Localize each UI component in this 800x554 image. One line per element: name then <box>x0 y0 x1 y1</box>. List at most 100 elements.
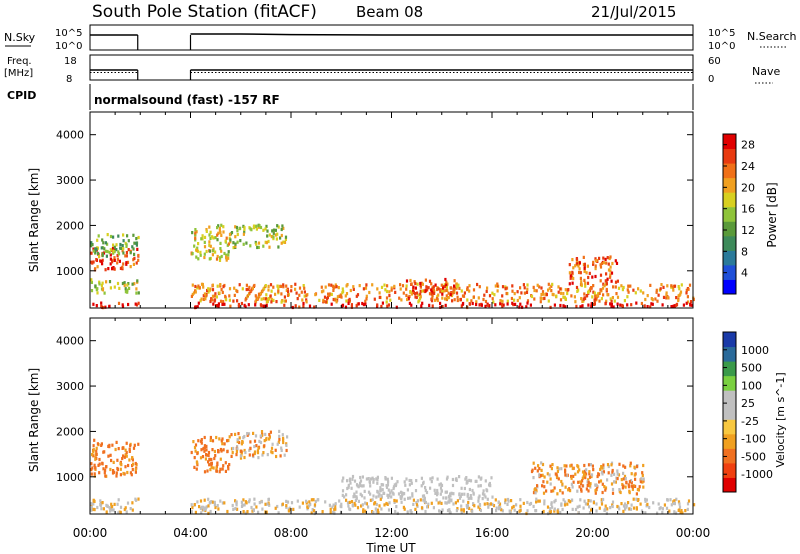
scatter-cell <box>535 289 538 293</box>
scatter-cell <box>678 505 682 509</box>
scatter-cell <box>129 507 132 511</box>
scatter-cell <box>419 283 422 287</box>
scatter-cell <box>593 291 596 295</box>
scatter-cell <box>113 250 116 254</box>
scatter-cell <box>227 467 230 471</box>
scatter-cell <box>215 469 218 473</box>
scatter-cell <box>441 296 444 300</box>
nsky-tick-hi: 10^5 <box>55 28 82 39</box>
scatter-cell <box>563 295 566 299</box>
scatter-cell <box>203 252 206 256</box>
scatter-cell <box>127 248 130 252</box>
scatter-cell <box>565 474 568 478</box>
scatter-cell <box>439 482 442 486</box>
freq-label-line2: [MHz] <box>4 68 33 79</box>
scatter-cell <box>609 297 612 301</box>
scatter-cell <box>409 290 412 294</box>
scatter-cell <box>201 455 205 459</box>
scatter-cell <box>362 484 365 488</box>
scatter-cell <box>410 481 413 485</box>
scatter-cell <box>137 235 140 240</box>
scatter-cell <box>634 484 637 488</box>
scatter-cell <box>426 505 429 509</box>
scatter-cell <box>252 226 255 230</box>
scatter-cell <box>191 506 194 510</box>
scatter-cell <box>584 476 587 480</box>
y-tick-label: 1000 <box>56 471 84 484</box>
scatter-cell <box>438 483 441 487</box>
scatter-cell <box>376 475 379 479</box>
scatter-cell <box>599 273 603 277</box>
scatter-cell <box>436 287 439 292</box>
scatter-cell <box>519 504 522 508</box>
scatter-cell <box>306 505 309 509</box>
scatter-cell <box>630 480 633 485</box>
scatter-cell <box>592 260 595 264</box>
scatter-cell <box>447 291 450 295</box>
scatter-cell <box>363 489 366 493</box>
scatter-cell <box>365 283 368 287</box>
scatter-cell <box>447 494 451 498</box>
scatter-cell <box>124 287 127 291</box>
scatter-cell <box>422 494 426 498</box>
scatter-cell <box>581 299 584 303</box>
scatter-cell <box>409 278 412 283</box>
scatter-cell <box>255 227 258 231</box>
scatter-cell <box>583 269 586 273</box>
scatter-cell <box>108 251 111 255</box>
scatter-cell <box>268 503 271 507</box>
scatter-cell <box>265 293 268 297</box>
scatter-cell <box>635 301 638 305</box>
scatter-cell <box>237 432 240 436</box>
colorbar-swatch <box>723 433 736 449</box>
scatter-cell <box>239 456 243 460</box>
scatter-cell <box>642 477 645 481</box>
scatter-cell <box>219 241 222 245</box>
scatter-cell <box>615 292 618 296</box>
scatter-cell <box>246 510 249 514</box>
scatter-cell <box>550 489 553 493</box>
scatter-cell <box>342 289 345 294</box>
scatter-cell <box>631 485 634 489</box>
scatter-cell <box>131 245 134 249</box>
scatter-cell <box>196 246 199 250</box>
scatter-cell <box>215 295 218 299</box>
scatter-cell <box>556 466 559 470</box>
scatter-cell <box>646 294 649 298</box>
scatter-cell <box>580 282 583 287</box>
scatter-cell <box>630 303 633 307</box>
scatter-cell <box>338 499 341 503</box>
scatter-cell <box>197 284 200 288</box>
scatter-cell <box>430 292 433 296</box>
scatter-cell <box>692 297 695 302</box>
scatter-cell <box>413 280 416 284</box>
scatter-cell <box>557 467 560 471</box>
scatter-cell <box>235 449 238 454</box>
scatter-cell <box>478 503 482 507</box>
scatter-cell <box>213 456 216 461</box>
scatter-cell <box>509 511 512 515</box>
scatter-cell <box>468 487 471 492</box>
scatter-cell <box>581 476 584 480</box>
scatter-cell <box>627 485 631 489</box>
scatter-cell <box>538 285 541 289</box>
scatter-cell <box>107 267 110 271</box>
scatter-cell <box>207 287 210 291</box>
scatter-cell <box>238 283 241 287</box>
scatter-cell <box>357 302 360 306</box>
scatter-cell <box>232 446 235 451</box>
scatter-cell <box>203 444 206 448</box>
scatter-cell <box>602 466 605 470</box>
scatter-cell <box>101 254 104 258</box>
scatter-cell <box>275 237 278 241</box>
scatter-cell <box>622 484 625 488</box>
scatter-cell <box>205 453 208 457</box>
scatter-cell <box>214 292 217 296</box>
scatter-cell <box>209 299 212 304</box>
scatter-cell <box>232 299 235 303</box>
scatter-cell <box>371 283 374 287</box>
scatter-cell <box>430 501 433 505</box>
scatter-cell <box>562 295 565 299</box>
scatter-cell <box>633 465 636 469</box>
scatter-cell <box>200 448 203 452</box>
